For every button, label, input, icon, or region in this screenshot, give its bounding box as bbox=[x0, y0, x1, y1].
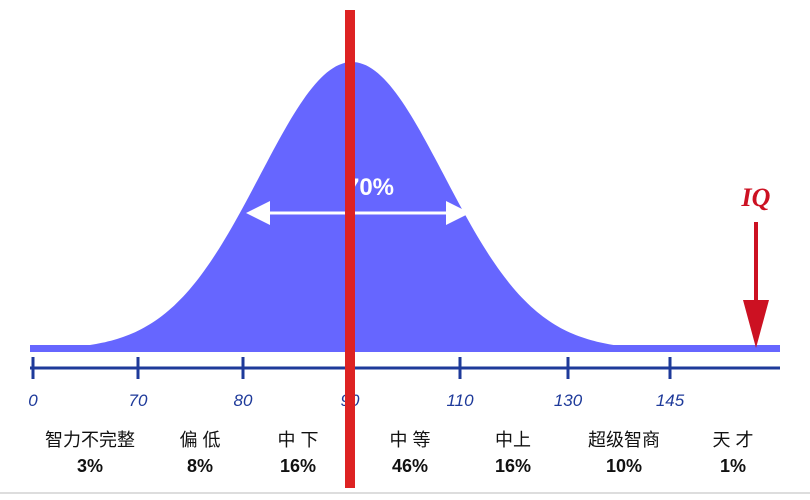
iq-arrow-head bbox=[743, 300, 769, 348]
group-name: 中 下 bbox=[277, 430, 318, 450]
tick-label: 80 bbox=[234, 391, 253, 410]
group-percent: 16% bbox=[280, 456, 316, 476]
axis-ticks: 0708090110130145 bbox=[28, 357, 685, 410]
group-percent: 3% bbox=[77, 456, 103, 476]
group-name: 超级智商 bbox=[588, 430, 660, 450]
group-percent: 8% bbox=[187, 456, 213, 476]
group-percent: 16% bbox=[495, 456, 531, 476]
group-percent: 10% bbox=[606, 456, 642, 476]
iq-label: IQ bbox=[741, 183, 771, 212]
group-name: 天 才 bbox=[712, 430, 753, 450]
tick-label: 0 bbox=[28, 391, 38, 410]
red-line bbox=[345, 10, 355, 488]
group-name: 偏 低 bbox=[179, 430, 220, 450]
tick-label: 110 bbox=[446, 391, 474, 410]
group-name: 智力不完整 bbox=[45, 430, 135, 450]
tick-label: 70 bbox=[129, 391, 148, 410]
bell-curve bbox=[30, 62, 780, 350]
group-percent: 46% bbox=[392, 456, 428, 476]
group-name: 中 等 bbox=[389, 430, 430, 450]
tick-label: 130 bbox=[554, 391, 583, 410]
tick-label: 145 bbox=[656, 391, 685, 410]
groups: 智力不完整 3% 偏 低 8% 中 下 16% 中 等 46% 中上 16% 超级智商 10% 天 才 1… bbox=[45, 430, 754, 476]
baseline-band bbox=[30, 345, 780, 352]
group-percent: 1% bbox=[720, 456, 746, 476]
group-name: 中上 bbox=[495, 430, 531, 450]
